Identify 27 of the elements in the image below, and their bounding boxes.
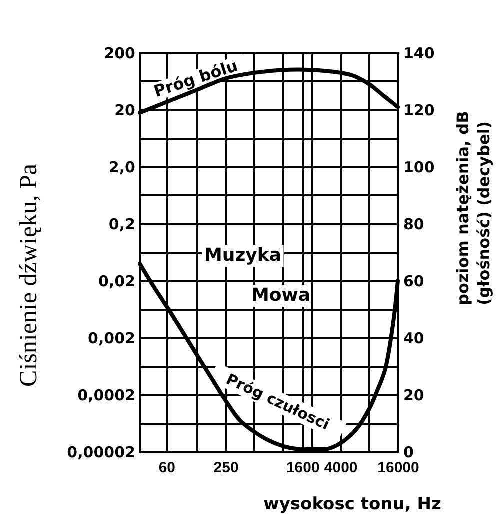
y-tick-label: 0,00002 [67, 444, 136, 462]
x-axis-title: wysokosc tonu, Hz [264, 494, 442, 514]
y-tick-label: 2,0 [108, 158, 136, 176]
y-axis-title: Ciśnienie dźwięku, Pa [16, 164, 42, 387]
y2-axis-title: poziom natężenia, dB (głośność) (decybel) [454, 111, 494, 306]
y2-tick-label: 0 [404, 444, 414, 462]
y2-tick-label: 120 [404, 102, 435, 120]
text: Próg bólu [152, 56, 240, 101]
y2-tick-label: 60 [404, 272, 424, 290]
y2-tick-label: 80 [404, 216, 424, 234]
y-tick-label: 200 [104, 44, 136, 62]
x-tick-label: 16000 [378, 460, 420, 476]
y2-tick-label: 20 [404, 386, 424, 404]
y-tick-label: 20 [114, 102, 136, 120]
x-tick-label: 1600 [286, 460, 320, 476]
y-tick-label: 0,002 [88, 330, 136, 348]
y2-tick-label: 100 [404, 158, 435, 176]
y-tick-label: 0,02 [98, 272, 136, 290]
x-tick-label: 60 [158, 460, 176, 476]
annotation: Mowa [251, 285, 311, 306]
y-tick-label: 0,0002 [78, 386, 136, 404]
annotation: Muzyka [204, 245, 282, 266]
x-tick-label: 250 [214, 460, 239, 476]
y-tick-label: 0,2 [108, 216, 136, 234]
x-tick-label: 4000 [324, 460, 358, 476]
y2-tick-label: 140 [404, 44, 435, 62]
y2-tick-label: 40 [404, 330, 424, 348]
